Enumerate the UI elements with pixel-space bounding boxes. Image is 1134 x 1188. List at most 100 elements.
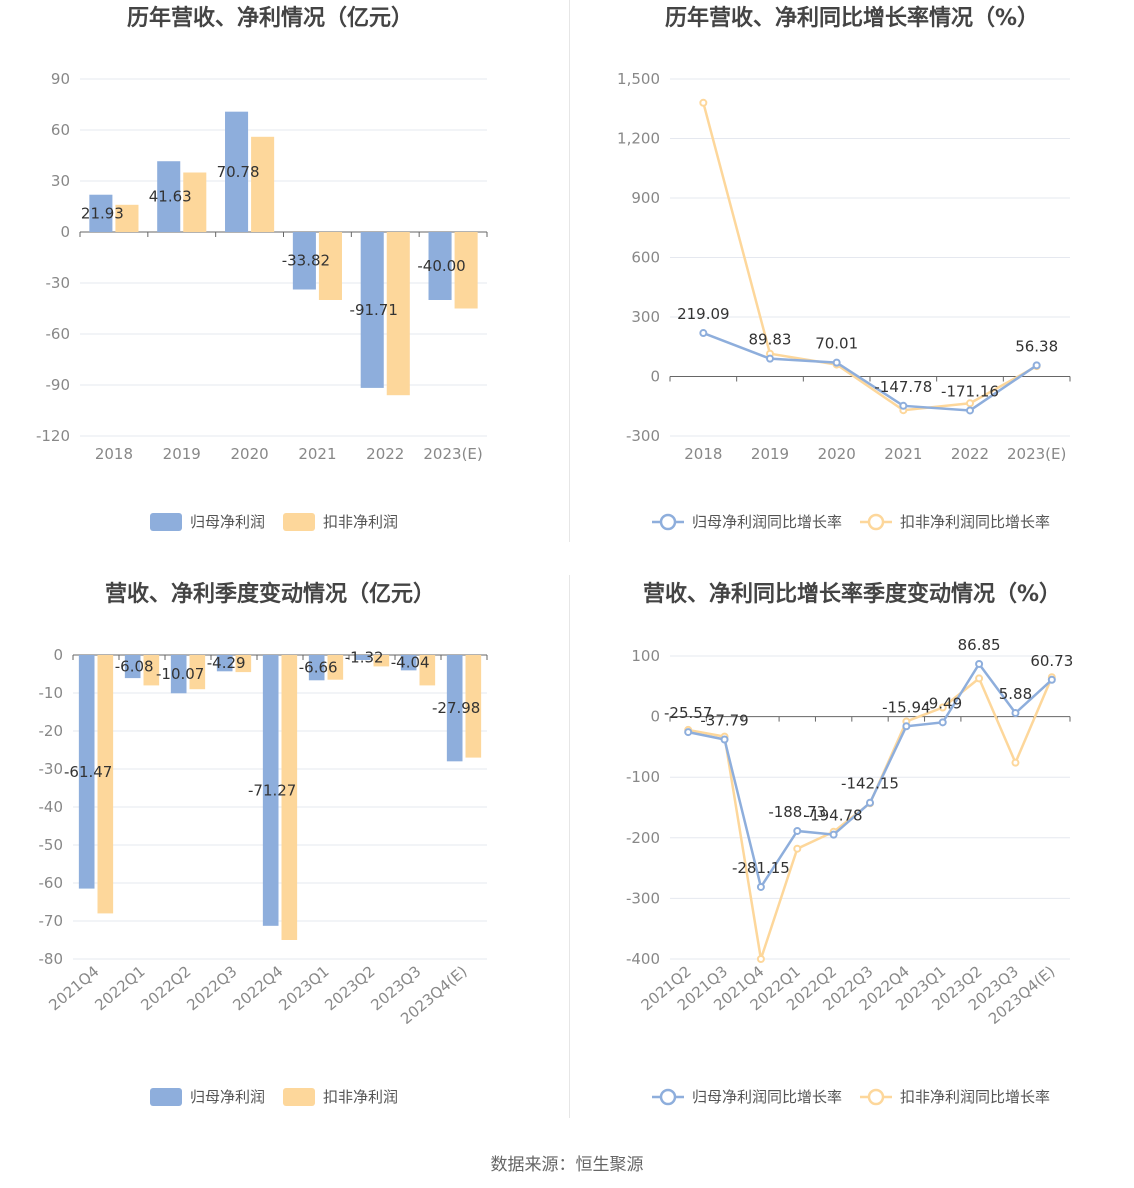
y-tick-label: -70 bbox=[39, 912, 64, 930]
x-tick-label: 2023(E) bbox=[1007, 445, 1066, 463]
y-tick-label: -60 bbox=[39, 874, 64, 892]
data-point bbox=[1011, 709, 1020, 718]
chart-panel-quarterly-profit: 营收、净利季度变动情况（亿元） 0 -10 -20 -30 -40 -50 -60 -70 -80… bbox=[0, 570, 567, 1130]
bar bbox=[157, 161, 181, 232]
data-label: 56.38 bbox=[1015, 337, 1058, 355]
legend-swatch bbox=[283, 1088, 315, 1106]
data-point bbox=[966, 406, 974, 415]
y-tick-label: 1,500 bbox=[617, 70, 660, 88]
data-label: 70.78 bbox=[217, 163, 260, 181]
bar bbox=[454, 232, 478, 309]
bar bbox=[318, 232, 342, 300]
data-label: 5.88 bbox=[999, 685, 1032, 703]
y-tick-label: -100 bbox=[626, 768, 660, 786]
chart-quarterly-growth: 营收、净利同比增长率季度变动情况（%）1000-100-200-300-4002… bbox=[626, 581, 1073, 1106]
bar bbox=[373, 655, 390, 667]
bar bbox=[216, 655, 233, 672]
data-point bbox=[756, 882, 765, 891]
x-tick-label: 2020 bbox=[230, 445, 268, 463]
bar bbox=[143, 655, 160, 686]
bar bbox=[225, 111, 249, 232]
data-point bbox=[793, 844, 802, 853]
y-tick-label: 0 bbox=[53, 646, 63, 664]
y-tick-label: -80 bbox=[39, 950, 64, 968]
legend-label: 归母净利润同比增长率 bbox=[692, 513, 842, 531]
data-label: -1.32 bbox=[345, 649, 384, 667]
legend-label: 扣非净利润同比增长率 bbox=[900, 1088, 1050, 1106]
data-source-footer: 数据来源：恒生聚源 bbox=[490, 1155, 644, 1175]
x-tick-label: 2020 bbox=[818, 445, 856, 463]
data-label: -71.27 bbox=[248, 781, 296, 799]
y-tick-label: -10 bbox=[39, 684, 64, 702]
y-tick-label: -300 bbox=[626, 427, 660, 445]
chart-panel-quarterly-growth: 营收、净利同比增长率季度变动情况（%） 100 0 -100 -200 -300 -400 2… bbox=[572, 570, 1134, 1130]
data-label: -25.57 bbox=[664, 704, 712, 722]
data-point bbox=[866, 798, 874, 807]
data-point bbox=[793, 826, 802, 835]
y-tick-label: 900 bbox=[631, 189, 660, 207]
bar bbox=[124, 655, 141, 679]
legend-label: 归母净利润 bbox=[190, 1088, 265, 1106]
chart-title: 历年营收、净利情况（亿元） bbox=[127, 5, 413, 31]
bar bbox=[115, 204, 139, 232]
bar bbox=[170, 655, 187, 694]
data-label: 89.83 bbox=[749, 331, 792, 349]
legend-label: 扣非净利润同比增长率 bbox=[900, 513, 1050, 531]
y-tick-label: 0 bbox=[650, 368, 660, 386]
bar bbox=[97, 655, 114, 914]
data-label: -4.04 bbox=[391, 654, 430, 672]
data-label: 70.01 bbox=[815, 335, 858, 353]
data-label: -194.78 bbox=[805, 807, 863, 825]
data-point bbox=[766, 354, 774, 363]
data-label: -61.47 bbox=[64, 763, 112, 781]
y-tick-label: 1,200 bbox=[617, 130, 660, 148]
x-tick-label: 2023Q2 bbox=[321, 962, 378, 1014]
bar bbox=[428, 232, 452, 300]
data-point bbox=[684, 728, 693, 737]
y-tick-label: 90 bbox=[51, 70, 70, 88]
x-tick-label: 2018 bbox=[95, 445, 133, 463]
data-point bbox=[966, 399, 974, 408]
bar bbox=[360, 232, 384, 388]
y-tick-label: 600 bbox=[631, 249, 660, 267]
data-label: -6.66 bbox=[299, 659, 338, 677]
data-label: 41.63 bbox=[149, 188, 192, 206]
data-point bbox=[720, 735, 729, 744]
bar bbox=[327, 655, 344, 680]
data-point bbox=[829, 830, 838, 839]
data-point bbox=[975, 659, 984, 668]
legend-swatch bbox=[150, 513, 182, 531]
data-label: -91.71 bbox=[350, 301, 398, 319]
legend-marker bbox=[659, 1088, 677, 1106]
vertical-divider-top bbox=[569, 0, 570, 542]
bar bbox=[419, 655, 436, 686]
x-tick-label: 2021 bbox=[884, 445, 922, 463]
y-tick-label: -30 bbox=[39, 760, 64, 778]
legend-label: 扣非净利润 bbox=[323, 513, 398, 531]
bar bbox=[465, 655, 482, 758]
chart-quarterly-profit: 营收、净利季度变动情况（亿元） 0 -10 -20 -30 -40 -50 -60 -70 -80… bbox=[39, 581, 488, 1106]
x-tick-label: 2023Q1 bbox=[275, 962, 332, 1014]
data-point bbox=[902, 722, 911, 731]
data-label: 219.09 bbox=[677, 305, 730, 323]
data-label: -40.00 bbox=[417, 257, 465, 275]
data-point bbox=[1032, 361, 1041, 370]
data-point bbox=[899, 401, 908, 410]
data-point bbox=[699, 98, 708, 107]
x-tick-label: 2022Q2 bbox=[137, 962, 194, 1014]
legend-label: 归母净利润 bbox=[190, 513, 265, 531]
series-line bbox=[702, 331, 1038, 412]
data-point bbox=[1011, 758, 1020, 767]
y-tick-label: -200 bbox=[626, 829, 660, 847]
vertical-divider-bottom bbox=[569, 575, 570, 1118]
data-point bbox=[938, 703, 947, 712]
bar bbox=[281, 655, 298, 940]
chart-panel-annual-growth: 历年营收、净利同比增长率情况（%） 1,500 1,200 900 600 300 0 -30… bbox=[572, 0, 1134, 560]
data-point bbox=[832, 358, 841, 367]
x-tick-label: 2018 bbox=[684, 445, 722, 463]
data-label: 86.85 bbox=[958, 636, 1001, 654]
data-point bbox=[975, 674, 984, 683]
bar bbox=[89, 194, 113, 232]
legend-label: 归母净利润同比增长率 bbox=[692, 1088, 842, 1106]
chart-annual-profit: 历年营收、净利情况（亿元） 90 60 30 0 -30 -60 -90 -120 2018 201… bbox=[36, 5, 488, 531]
